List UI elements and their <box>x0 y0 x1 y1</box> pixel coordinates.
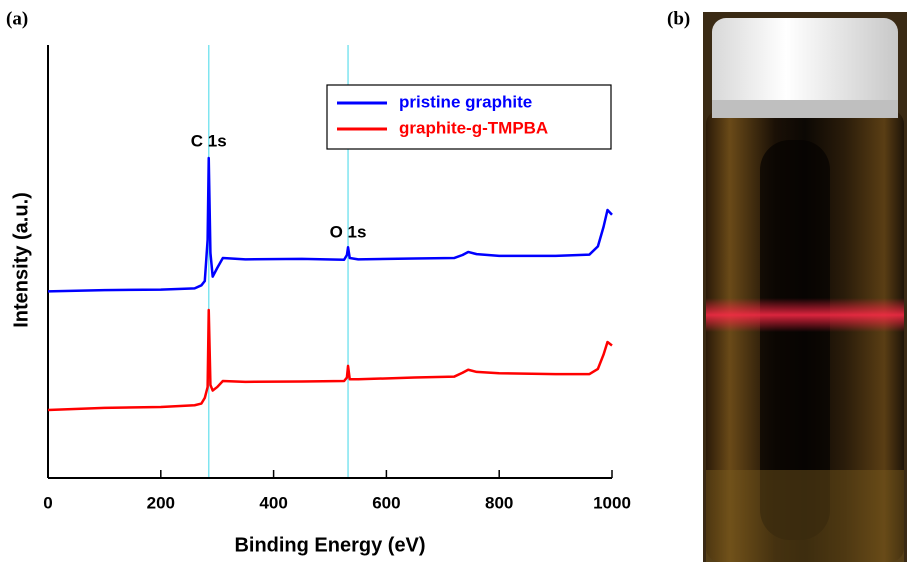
x-tick-label: 800 <box>485 493 513 512</box>
x-tick-label: 200 <box>147 493 175 512</box>
legend-label: graphite-g-TMPBA <box>399 118 548 137</box>
x-tick-label: 0 <box>43 493 52 512</box>
panel-label: (b) <box>667 8 690 29</box>
annotation: O 1s <box>330 222 367 241</box>
x-tick-label: 400 <box>259 493 287 512</box>
legend-label: pristine graphite <box>399 92 532 111</box>
panel-label: (a) <box>6 8 28 29</box>
x-tick-label: 600 <box>372 493 400 512</box>
y-axis-title: Intensity (a.u.) <box>10 192 32 328</box>
series-line <box>47 156 613 293</box>
x-axis-title: Binding Energy (eV) <box>234 534 425 556</box>
annotation: C 1s <box>191 131 227 150</box>
photo <box>703 12 907 562</box>
legend <box>326 84 612 150</box>
x-tick-label: 1000 <box>593 493 631 512</box>
series-line <box>47 308 613 412</box>
